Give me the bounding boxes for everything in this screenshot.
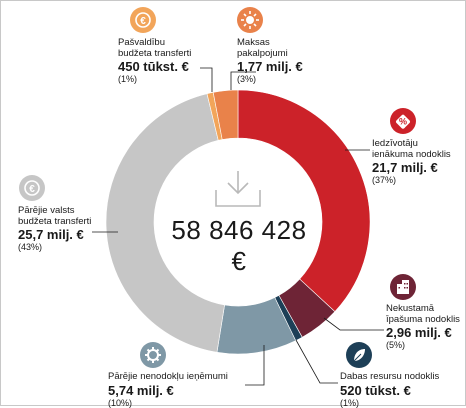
label-name: Pašvaldību — [118, 37, 166, 48]
buildings-icon — [390, 274, 416, 300]
slice-iedzivotaju — [237, 89, 371, 313]
gear-icon — [140, 342, 166, 368]
label-percent: (43%) — [18, 242, 43, 252]
slice-parejie_valsts — [105, 93, 225, 353]
label-pasvaldibu: Pašvaldību budžeta transferti 450 tūkst.… — [118, 37, 192, 84]
download-icon[interactable] — [213, 168, 263, 210]
sun-gear-icon — [237, 7, 263, 33]
label-name: budžeta transferti — [18, 215, 92, 227]
label-percent: (5%) — [386, 340, 406, 350]
label-name: budžeta transferti — [118, 47, 192, 59]
svg-text:€: € — [140, 16, 146, 27]
total-value: 58 846 428 € — [171, 215, 307, 276]
euro-coin-icon: € — [19, 175, 45, 201]
euro-coin-icon: € — [130, 7, 156, 33]
label-name: Maksas — [237, 37, 270, 48]
leader-parejie-nenodoklu — [245, 345, 265, 386]
label-value: 520 tūkst. € — [340, 382, 411, 398]
label-value: 1,77 milj. € — [237, 59, 303, 74]
leader-maksas — [230, 71, 256, 90]
label-percent: (1%) — [118, 74, 138, 84]
label-value: 5,74 milj. € — [108, 382, 174, 398]
label-value: 25,7 milj. € — [18, 227, 84, 242]
label-maksas: Maksas pakalpojumi 1,77 milj. € (3%) — [237, 37, 303, 84]
label-name: Nekustamā — [386, 303, 435, 314]
label-name: īpašuma nodoklis — [386, 313, 460, 325]
label-name: Pārējie nenodokļu ieņēmumi — [108, 371, 228, 382]
leader-dabas — [295, 339, 338, 384]
leader-pasvaldibu — [200, 67, 213, 92]
leader-nekustama — [323, 317, 384, 331]
label-value: 2,96 milj. € — [386, 325, 452, 340]
label-percent: (3%) — [237, 74, 257, 84]
label-value: 21,7 milj. € — [372, 160, 438, 175]
label-name: ienākuma nodoklis — [372, 148, 451, 160]
svg-text:%: % — [399, 117, 407, 127]
label-percent: (1%) — [340, 397, 360, 408]
label-value: 450 tūkst. € — [118, 59, 189, 74]
label-dabas: Dabas resursu nodoklis 520 tūkst. € (1%) — [340, 371, 440, 408]
label-percent: (10%) — [108, 397, 133, 408]
percent-tag-icon: % — [390, 108, 416, 134]
label-nekustama: Nekustamā īpašuma nodoklis 2,96 milj. € … — [386, 303, 460, 350]
label-name: Pārējie valsts — [18, 205, 75, 216]
leaf-icon — [346, 342, 372, 368]
label-name: pakalpojumi — [237, 47, 288, 59]
label-parejie-nenodoklu: Pārējie nenodokļu ieņēmumi 5,74 milj. € … — [108, 371, 228, 408]
slice-maksas — [212, 89, 239, 140]
svg-text:€: € — [29, 184, 35, 195]
label-parejie-valsts: Pārējie valsts budžeta transferti 25,7 m… — [18, 205, 92, 252]
label-name: Iedzīvotāju — [372, 138, 418, 149]
label-iedzivotaju: Iedzīvotāju ienākuma nodoklis 21,7 milj.… — [372, 138, 451, 185]
label-percent: (37%) — [372, 175, 397, 185]
label-name: Dabas resursu nodoklis — [340, 371, 440, 382]
